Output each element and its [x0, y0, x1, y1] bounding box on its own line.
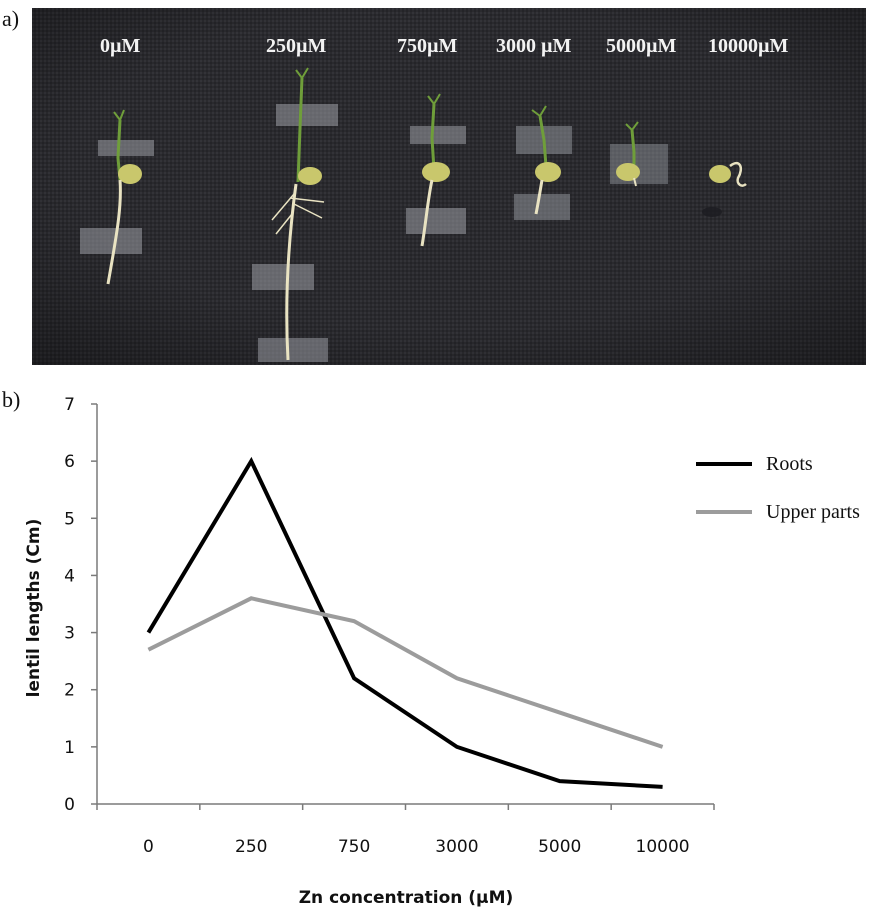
photo-vignette — [32, 8, 866, 365]
seedling-photo-svg: 0µM 250µM 750µM 3000 µM 5000µM 10000µM — [32, 8, 866, 365]
x-axis-title: Zn concentration (µM) — [299, 888, 514, 908]
seed — [616, 163, 640, 181]
shoot — [538, 115, 548, 167]
seed — [118, 164, 142, 184]
seed — [422, 162, 450, 182]
y-axis: 0 1 2 3 4 5 6 7 — [64, 395, 98, 815]
root — [729, 161, 747, 187]
seedling-photo: 0µM 250µM 750µM 3000 µM 5000µM 10000µM — [32, 8, 866, 365]
shoot — [296, 77, 304, 183]
y-tick-label: 7 — [64, 395, 75, 415]
conc-label-3000: 3000 µM — [496, 35, 572, 57]
seedling-5000 — [610, 121, 668, 187]
root-hairs — [271, 193, 325, 235]
seed — [535, 162, 561, 182]
tape-strip — [514, 194, 570, 220]
wet-spot — [702, 207, 722, 217]
seedling-0 — [80, 109, 154, 285]
tape-strip — [410, 126, 466, 144]
tape-strip — [258, 338, 328, 362]
conc-label-250: 250µM — [266, 35, 327, 57]
x-tick-label: 10000 — [636, 837, 690, 857]
tape-strip — [80, 228, 142, 254]
root — [420, 179, 434, 247]
y-tick-label: 0 — [64, 795, 75, 815]
x-tick-label: 750 — [338, 837, 370, 857]
root — [633, 177, 637, 187]
line-chart: 0 1 2 3 4 5 6 7 0 250 750 3000 5000 10000 Roots Upper… — [24, 395, 860, 908]
x-tick-label: 0 — [143, 837, 154, 857]
tape-strip — [406, 208, 466, 234]
y-tick-label: 4 — [64, 566, 75, 586]
tape-strip — [98, 140, 154, 156]
legend: Roots Upper parts — [696, 453, 860, 523]
y-axis-title: lentil lengths (Cm) — [24, 519, 44, 698]
leaf — [531, 105, 547, 117]
x-tick-label: 5000 — [538, 837, 581, 857]
leaf — [427, 93, 441, 105]
leaf — [295, 67, 309, 79]
root — [106, 179, 122, 285]
tape-strip — [610, 144, 668, 184]
y-tick-label: 1 — [64, 738, 75, 758]
conc-label-10000: 10000µM — [708, 35, 789, 57]
leaf — [625, 121, 639, 131]
y-tick-label: 6 — [64, 452, 75, 472]
panel-a-label: a) — [2, 6, 20, 31]
seed — [709, 165, 731, 183]
y-tick-label: 2 — [64, 681, 75, 701]
legend-label: Upper parts — [766, 501, 860, 523]
seedling-750 — [406, 93, 466, 247]
shoot — [630, 129, 636, 170]
series-layer — [146, 456, 664, 789]
shoot — [430, 103, 436, 171]
x-tick-label: 3000 — [435, 837, 478, 857]
series-line-upper-parts — [147, 596, 664, 749]
conc-label-0: 0µM — [100, 35, 141, 57]
series-line-roots — [146, 456, 663, 789]
seed — [298, 167, 322, 185]
conc-label-5000: 5000µM — [606, 35, 677, 57]
root — [534, 179, 544, 215]
x-tick-label: 250 — [235, 837, 267, 857]
tape-strip — [252, 264, 314, 290]
root — [285, 183, 298, 361]
y-tick-label: 3 — [64, 624, 75, 644]
y-tick-label: 5 — [64, 509, 75, 529]
tape-strip — [276, 104, 338, 126]
seedling-250 — [252, 67, 338, 362]
leaf — [113, 109, 125, 121]
conc-label-750: 750µM — [397, 35, 458, 57]
panel-b-label: b) — [2, 387, 21, 412]
x-axis: 0 250 750 3000 5000 10000 — [96, 803, 715, 857]
legend-label: Roots — [766, 453, 813, 475]
seedling-3000 — [514, 105, 572, 220]
seedling-10000 — [702, 161, 747, 217]
